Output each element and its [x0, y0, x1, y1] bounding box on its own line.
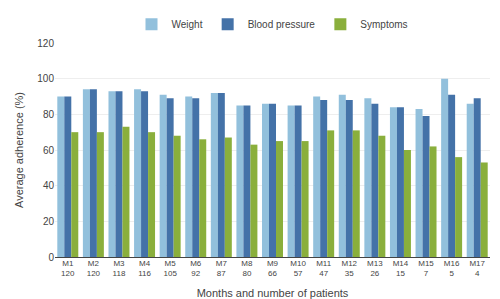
svg-text:M1147: M1147 — [316, 259, 332, 278]
svg-text:M3118: M3118 — [113, 259, 126, 278]
svg-text:Blood pressure: Blood pressure — [248, 19, 316, 30]
svg-text:M966: M966 — [267, 259, 279, 278]
svg-text:M1235: M1235 — [341, 259, 357, 278]
svg-text:80: 80 — [43, 109, 55, 120]
svg-text:Symptoms: Symptoms — [360, 19, 407, 30]
svg-text:M157: M157 — [418, 259, 434, 278]
svg-text:Months and number of patients: Months and number of patients — [197, 287, 349, 299]
svg-text:M1120: M1120 — [61, 259, 75, 278]
svg-text:60: 60 — [43, 145, 55, 156]
svg-text:M165: M165 — [444, 259, 460, 278]
svg-text:20: 20 — [43, 216, 55, 227]
svg-text:M1057: M1057 — [290, 259, 306, 278]
svg-text:M4116: M4116 — [138, 259, 151, 278]
svg-text:Weight: Weight — [172, 19, 203, 30]
svg-text:M1415: M1415 — [393, 259, 409, 278]
svg-text:40: 40 — [43, 180, 55, 191]
svg-text:100: 100 — [37, 73, 54, 84]
svg-text:M692: M692 — [190, 259, 202, 278]
svg-text:120: 120 — [37, 38, 54, 49]
svg-text:Average adherence (%): Average adherence (%) — [13, 92, 25, 208]
svg-text:M174: M174 — [469, 259, 485, 278]
svg-text:M880: M880 — [241, 259, 253, 278]
svg-text:M1326: M1326 — [367, 259, 383, 278]
svg-text:M5105: M5105 — [163, 259, 177, 278]
svg-text:M787: M787 — [216, 259, 228, 278]
svg-text:M2120: M2120 — [87, 259, 101, 278]
svg-text:0: 0 — [48, 252, 54, 263]
